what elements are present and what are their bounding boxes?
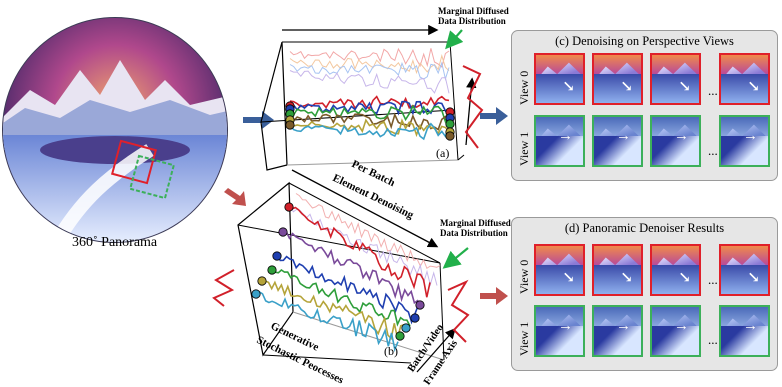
plot-a — [260, 24, 484, 171]
direction-arrow-icon: ↘ — [678, 270, 691, 286]
plot-a-trace — [289, 112, 450, 131]
direction-arrow-icon: → — [743, 318, 758, 334]
direction-arrow-icon: → — [558, 128, 573, 144]
panel-d: (d) Panoramic Denoiser Results View 0 Vi… — [511, 217, 778, 371]
plot-a-trace — [289, 122, 450, 141]
direction-arrow-icon: → — [674, 128, 689, 144]
panel-c-frame: ↘ — [592, 53, 643, 105]
direction-arrow-icon: → — [674, 318, 689, 334]
panel-c-frame: ↘ — [719, 53, 770, 105]
panel-d-frame: → — [534, 305, 585, 357]
panel-c-ellipsis-0: ... — [708, 83, 718, 98]
plot-b-trace — [271, 266, 411, 327]
panel-d-frame: → — [719, 305, 770, 357]
panel-d-frame: ↘ — [534, 244, 585, 296]
direction-arrow-icon: → — [743, 128, 758, 144]
plot-a-trace — [289, 95, 450, 110]
direction-arrow-icon: ↘ — [747, 79, 760, 95]
panel-c-title: (c) Denoising on Perspective Views — [555, 34, 734, 48]
plot-b-end-point — [410, 313, 420, 323]
panel-c-ellipsis-1: ... — [708, 143, 718, 158]
panel-d-ellipsis-0: ... — [708, 272, 718, 287]
panel-d-ellipsis-1: ... — [708, 332, 718, 347]
panel-c: (c) Denoising on Perspective Views View … — [511, 30, 778, 181]
plot-b-end-point — [415, 300, 425, 310]
panel-c-frame: → — [592, 115, 643, 167]
panel-d-frame: ↘ — [719, 244, 770, 296]
plot-b-annotation-line1: Marginal Diffused — [440, 218, 511, 228]
plot-a-trace — [289, 70, 450, 94]
plot-b-start-point — [284, 202, 294, 212]
plot-a-start-point — [285, 120, 295, 130]
direction-arrow-icon: → — [616, 128, 631, 144]
plot-b-trace — [255, 289, 399, 353]
plot-b-start-point — [257, 276, 267, 286]
plot-b-annotation-line2: Data Distribution — [440, 228, 508, 238]
panel-d-frame: → — [592, 305, 643, 357]
direction-arrow-icon: ↘ — [747, 270, 760, 286]
arrow-to-panel-d — [480, 287, 508, 305]
plot-b-start-point — [251, 289, 261, 299]
plot-b-tag: (b) — [384, 344, 398, 358]
plot-a-trace — [289, 54, 450, 75]
plot-a-tag: (a) — [436, 146, 450, 160]
arrow-to-panel-c — [480, 107, 508, 125]
panel-d-title: (d) Panoramic Denoiser Results — [564, 221, 725, 235]
plot-b-start-point — [267, 265, 277, 275]
panorama-image — [2, 17, 228, 243]
plot-b — [212, 169, 470, 373]
panel-c-row-label-1: View 1 — [517, 131, 531, 166]
panel-c-row-label-0: View 0 — [517, 70, 531, 105]
plot-a-end-point — [445, 131, 455, 141]
direction-arrow-icon: ↘ — [620, 79, 633, 95]
panel-c-frame: → — [719, 115, 770, 167]
panel-c-frame: ↘ — [534, 53, 585, 105]
panel-d-row-label-1: View 1 — [517, 321, 531, 356]
panel-c-frame: → — [650, 115, 701, 167]
plot-a-end-point — [445, 119, 455, 129]
plot-a-trace — [289, 47, 450, 68]
panel-d-frame: → — [650, 305, 701, 357]
plot-a-trace — [289, 104, 450, 124]
plot-a-annotation-line1: Marginal Diffused — [438, 6, 509, 16]
direction-arrow-icon: ↘ — [562, 270, 575, 286]
panel-c-frame: → — [534, 115, 585, 167]
plot-b-start-point — [272, 251, 282, 261]
direction-arrow-icon: ↘ — [678, 79, 691, 95]
plot-b-trace — [282, 227, 425, 307]
plot-b-trace — [295, 193, 441, 270]
plot-b-trace — [276, 252, 419, 325]
plot-a-trace — [289, 118, 450, 138]
arrow-to-plot-a — [243, 111, 274, 129]
plot-b-trace — [288, 203, 431, 298]
direction-arrow-icon: → — [558, 318, 573, 334]
panel-d-frame: ↘ — [592, 244, 643, 296]
arrow-to-plot-b — [224, 188, 246, 206]
plot-b-trace — [261, 276, 405, 341]
direction-arrow-icon: ↘ — [620, 270, 633, 286]
direction-arrow-icon: → — [616, 318, 631, 334]
direction-arrow-icon: ↘ — [562, 79, 575, 95]
panel-d-frame: ↘ — [650, 244, 701, 296]
panel-d-row-label-0: View 0 — [517, 259, 531, 294]
plot-a-annotation-line2: Data Distribution — [438, 16, 506, 26]
plot-b-end-point — [395, 331, 405, 341]
plot-b-start-point — [278, 227, 288, 237]
panorama-label: 360˚ Panorama — [72, 235, 158, 250]
plot-b-end-point — [401, 323, 411, 333]
panel-c-frame: ↘ — [650, 53, 701, 105]
